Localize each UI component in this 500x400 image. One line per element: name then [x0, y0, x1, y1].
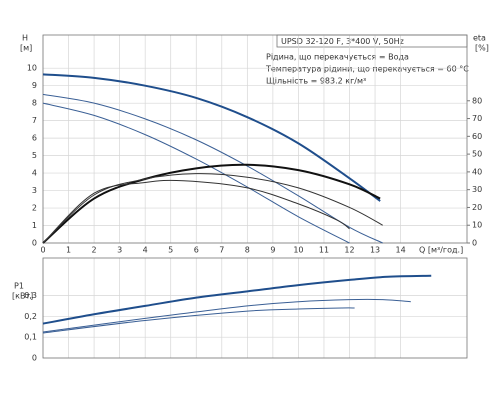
curve [42, 73, 381, 202]
x-tick-label: 13 [370, 246, 380, 255]
x-tick-label: 6 [194, 246, 199, 255]
y2-tick-label: 40 [472, 167, 482, 176]
y-tick-label: 4 [32, 169, 37, 178]
y-tick-label: 0 [32, 239, 37, 248]
y2-tick-label: 60 [472, 132, 482, 141]
y-tick-label: 10 [27, 64, 37, 73]
x-tick-label: 8 [245, 246, 250, 255]
x-tick-label: 0 [40, 246, 45, 255]
x-tick-label: 1 [66, 246, 71, 255]
y-axis-unit: [м] [20, 44, 32, 53]
y-axis-label: H [22, 34, 28, 43]
y-tick-label: 8 [32, 99, 37, 108]
y-tick-label: 3 [32, 186, 37, 195]
x-tick-label: 14 [395, 246, 405, 255]
x-tick-label: 5 [168, 246, 173, 255]
annotation: Щільність = 983.2 кг/м³ [266, 77, 366, 86]
y2-tick-label: 30 [472, 185, 482, 194]
curve [42, 307, 355, 334]
y-tick-label: 0,1 [24, 333, 37, 342]
curve [42, 298, 411, 333]
curve [42, 102, 350, 244]
y-tick-label: 0 [32, 354, 37, 363]
plot-frame [42, 34, 468, 244]
y2-tick-label: 20 [472, 203, 482, 212]
y2-tick-label: 0 [472, 239, 477, 248]
curve [42, 163, 381, 244]
y2-tick-label: 10 [472, 221, 482, 230]
plot-frame [42, 257, 468, 359]
x-tick-label: 3 [117, 246, 122, 255]
y2-axis-unit: [%] [475, 44, 489, 53]
curve [42, 179, 350, 244]
x-tick-label: 2 [92, 246, 97, 255]
y-tick-label: 9 [32, 81, 37, 90]
x-tick-label: 4 [143, 246, 148, 255]
y-tick-label: 2 [32, 204, 37, 213]
y-axis-unit: [кВт] [12, 292, 33, 301]
y-tick-label: 6 [32, 134, 37, 143]
y-tick-label: 5 [32, 151, 37, 160]
x-tick-label: 9 [270, 246, 275, 255]
y2-tick-label: 80 [472, 96, 482, 105]
y2-axis-label: eta [473, 34, 486, 43]
curve [42, 173, 383, 244]
y-axis-label: P1 [14, 282, 24, 291]
y-tick-label: 1 [32, 221, 37, 230]
x-axis-label: Q [м³/год.] [419, 246, 463, 255]
y-tick-label: 0,3 [24, 291, 37, 300]
y2-tick-label: 50 [472, 150, 482, 159]
x-tick-label: 7 [219, 246, 224, 255]
annotation: Температура рідини, що перекачується = 6… [265, 65, 469, 74]
x-tick-label: 10 [293, 246, 303, 255]
y-tick-label: 0,2 [24, 312, 37, 321]
x-tick-label: 11 [319, 246, 329, 255]
annotation: Рідина, що перекачується = Вода [266, 53, 409, 62]
y2-tick-label: 70 [472, 114, 482, 123]
curve [42, 274, 432, 325]
y-tick-label: 7 [32, 116, 37, 125]
chart-title: UPSD 32-120 F, 3*400 V, 50Hz [281, 37, 404, 46]
x-tick-label: 12 [344, 246, 354, 255]
